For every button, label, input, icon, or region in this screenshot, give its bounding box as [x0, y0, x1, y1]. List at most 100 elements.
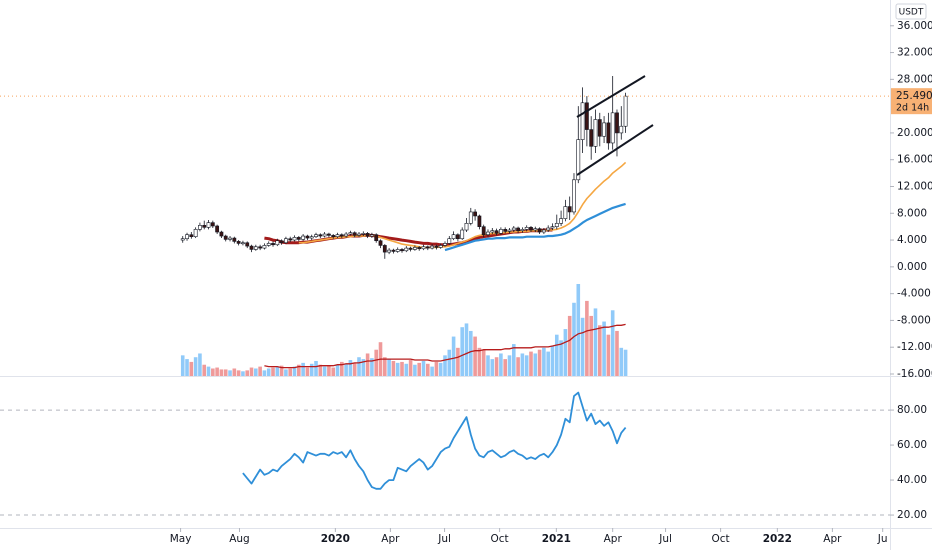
volume-bar [395, 362, 400, 376]
volume-bar [297, 364, 301, 376]
volume-bar [516, 357, 520, 376]
volume-bar [279, 365, 284, 376]
candle-body [262, 245, 267, 249]
volume-bar [430, 366, 434, 376]
y-tick-label: 16.000 [897, 154, 932, 166]
candle-body [198, 225, 202, 230]
volume-bar [610, 310, 615, 376]
volume-bar [232, 368, 237, 376]
volume-bar [520, 353, 525, 376]
y-tick-label: 80.00 [897, 404, 927, 416]
candle-body [331, 235, 336, 238]
y-tick-label: 8.000 [897, 207, 927, 219]
candle-body [434, 245, 439, 248]
candle-body [413, 247, 417, 250]
volume-bar [344, 363, 348, 376]
candle-body [236, 241, 241, 244]
candle-body [202, 225, 207, 228]
y-tick-label: 40.00 [897, 474, 927, 486]
candle-body [219, 231, 224, 237]
candle-body [610, 112, 615, 144]
volume-bar [593, 308, 598, 376]
y-tick-label: 4.000 [897, 234, 927, 246]
volume-bar [193, 357, 198, 376]
candle-body [606, 122, 611, 144]
x-tick-label: Apr [381, 533, 400, 545]
volume-bar [451, 336, 456, 376]
volume-bar [606, 334, 611, 376]
volume-bar [572, 302, 576, 376]
volume-bar [507, 355, 512, 376]
candle-body [520, 229, 525, 231]
candle-body [206, 222, 211, 228]
volume-bar [546, 351, 550, 376]
candle-body [533, 228, 538, 231]
volume-bar [567, 315, 572, 376]
volume-bar [236, 370, 241, 376]
volume-bar [223, 369, 228, 376]
volume-bar [348, 360, 353, 376]
y-tick-label: 32.000 [897, 47, 932, 59]
candle-body [400, 249, 404, 252]
moving-average [298, 161, 627, 249]
volume-bar [542, 347, 546, 376]
candle-body [284, 238, 288, 244]
candle-body [296, 237, 301, 240]
volume-bar [254, 368, 258, 376]
candle-body [443, 243, 447, 246]
rsi-line [242, 391, 627, 490]
volume-bar [615, 330, 619, 376]
volume-bar [340, 361, 344, 376]
y-tick-label: 20.00 [897, 509, 927, 521]
volume-bar [580, 317, 585, 376]
candle-body [210, 222, 215, 227]
candle-body [309, 236, 314, 239]
candle-body [339, 234, 344, 237]
candle-body [408, 247, 413, 250]
x-tick-label: 2020 [321, 533, 350, 545]
volume-bar [477, 347, 482, 376]
volume-bar [357, 357, 361, 376]
channel-upper [576, 75, 646, 118]
candle-body [382, 245, 387, 253]
y-tick-label: -8.000 [897, 314, 931, 326]
volume-bar [456, 347, 460, 376]
volume-bar [426, 363, 430, 376]
candle-body [597, 119, 602, 137]
candle-body [464, 223, 469, 231]
candle-body [486, 231, 490, 236]
countdown: 2d 14h [896, 103, 929, 114]
candle-body [378, 240, 383, 246]
volume-bar [262, 370, 267, 376]
volume-bar [322, 366, 327, 376]
x-tick-label: Oct [712, 533, 730, 545]
volume-bar [206, 366, 211, 376]
candle-body [576, 139, 581, 181]
candle-body [185, 234, 189, 240]
candle-body [559, 218, 563, 224]
y-tick-label: 12.000 [897, 180, 932, 192]
volume-bar [447, 349, 452, 376]
volume-bar [619, 347, 624, 376]
x-tick-label: Ju [877, 533, 888, 545]
currency: USDT [899, 8, 924, 18]
candle-body [253, 246, 258, 250]
candle-body [357, 233, 361, 236]
volume-bar [275, 366, 280, 376]
moving-average [444, 202, 626, 252]
candle-body [417, 247, 422, 250]
volume-bar [533, 353, 538, 376]
volume-bar [185, 359, 189, 376]
volume-bar [490, 359, 495, 376]
candle-body [361, 233, 366, 235]
candle-body [460, 229, 465, 240]
candle-body [554, 223, 559, 227]
volume-bar [374, 349, 379, 376]
candle-body [584, 102, 589, 130]
candle-body [232, 237, 237, 242]
volume-bar [365, 353, 370, 376]
y-tick-label: 20.000 [897, 127, 932, 139]
last-price-box [891, 88, 932, 115]
volume-bar [327, 365, 331, 376]
candle-body [215, 225, 220, 233]
